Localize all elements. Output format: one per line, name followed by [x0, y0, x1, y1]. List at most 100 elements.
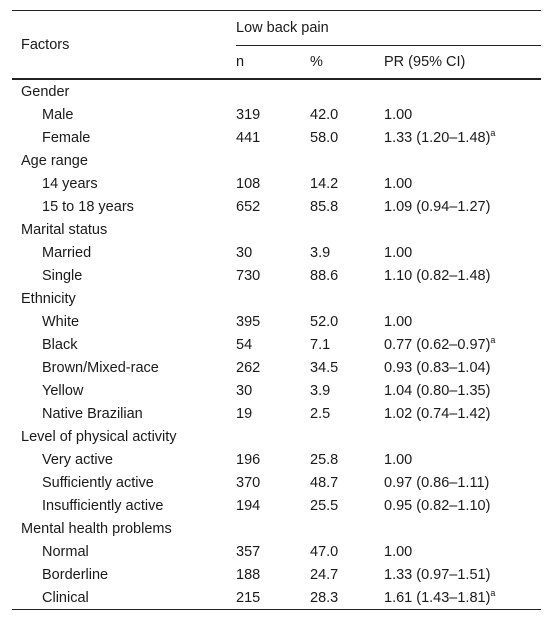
table-row: 15 to 18 years 652 85.8 1.09 (0.94–1.27) [12, 195, 541, 218]
pr-value: 1.02 (0.74–1.42) [384, 405, 491, 422]
pr-value: 1.33 (1.20–1.48) [384, 129, 491, 146]
row-label: 15 to 18 years [42, 198, 134, 215]
pr-value: 1.09 (0.94–1.27) [384, 198, 491, 215]
category-label: Marital status [21, 221, 108, 238]
percent-cell: 58.0 [310, 129, 339, 146]
results-table-container: Factors Low back pain n % PR (95% CI) Ge… [12, 10, 542, 610]
low-back-pain-header: Low back pain [236, 10, 542, 46]
category-row: Mental health problems [12, 517, 541, 540]
pr-cell: 0.77 (0.62–0.97)a [384, 333, 541, 356]
n-cell: 188 [236, 566, 261, 583]
row-label: Insufficiently active [42, 497, 164, 514]
pr-column-header: PR (95% CI) [384, 45, 542, 80]
table-row: Female 441 58.0 1.33 (1.20–1.48)a [12, 126, 541, 149]
pr-value: 1.00 [384, 313, 413, 330]
row-label: Female [42, 129, 91, 146]
pr-cell: 1.00 [384, 241, 541, 264]
pr-cell: 1.33 (1.20–1.48)a [384, 126, 541, 149]
percent-cell: 3.9 [310, 382, 331, 399]
category-row: Gender [12, 79, 541, 103]
pr-cell: 1.04 (0.80–1.35) [384, 379, 541, 402]
percent-cell: 24.7 [310, 566, 339, 583]
percent-column-header: % [310, 45, 384, 80]
category-label: Age range [21, 152, 88, 169]
row-label: Borderline [42, 566, 109, 583]
n-cell: 30 [236, 244, 253, 261]
n-cell: 441 [236, 129, 261, 146]
pr-cell: 1.09 (0.94–1.27) [384, 195, 541, 218]
pr-value: 1.00 [384, 106, 413, 123]
table-row: 14 years 108 14.2 1.00 [12, 172, 541, 195]
pr-cell: 0.95 (0.82–1.10) [384, 494, 541, 517]
n-cell: 54 [236, 336, 253, 353]
n-cell: 196 [236, 451, 261, 468]
pr-cell: 1.00 [384, 103, 541, 126]
pr-value: 1.33 (0.97–1.51) [384, 566, 491, 583]
row-label: Married [42, 244, 92, 261]
pr-cell: 1.00 [384, 448, 541, 471]
category-label: Mental health problems [21, 520, 172, 537]
percent-cell: 47.0 [310, 543, 339, 560]
row-label: Yellow [42, 382, 84, 399]
percent-cell: 88.6 [310, 267, 339, 284]
pr-value: 1.04 (0.80–1.35) [384, 382, 491, 399]
pr-value: 0.95 (0.82–1.10) [384, 497, 491, 514]
table-row: Married 30 3.9 1.00 [12, 241, 541, 264]
table-row: Very active 196 25.8 1.00 [12, 448, 541, 471]
n-cell: 19 [236, 405, 253, 422]
percent-cell: 48.7 [310, 474, 339, 491]
row-label: Black [42, 336, 78, 353]
pr-cell: 1.33 (0.97–1.51) [384, 563, 541, 586]
table-row: Insufficiently active 194 25.5 0.95 (0.82–1… [12, 494, 541, 517]
n-column-header: n [236, 45, 310, 80]
percent-cell: 25.5 [310, 497, 339, 514]
percent-cell: 85.8 [310, 198, 339, 215]
percent-cell: 42.0 [310, 106, 339, 123]
row-label: Single [42, 267, 83, 284]
pr-value: 1.00 [384, 451, 413, 468]
pr-cell: 1.00 [384, 310, 541, 333]
row-label: Native Brazilian [42, 405, 143, 422]
n-cell: 215 [236, 586, 310, 610]
pr-value: 1.00 [384, 175, 413, 192]
pr-value: 0.77 (0.62–0.97) [384, 336, 491, 353]
category-label: Gender [21, 83, 70, 100]
row-label: Sufficiently active [42, 474, 154, 491]
n-cell: 262 [236, 359, 261, 376]
row-label: White [42, 313, 80, 330]
category-row: Age range [12, 149, 541, 172]
pr-value: 1.00 [384, 543, 413, 560]
pr-cell: 1.00 [384, 172, 541, 195]
table-row: Normal 357 47.0 1.00 [12, 540, 541, 563]
table-row: Native Brazilian 19 2.5 1.02 (0.74–1.42) [12, 402, 541, 425]
n-cell: 652 [236, 198, 261, 215]
row-label: Brown/Mixed-race [42, 359, 159, 376]
category-row: Marital status [12, 218, 541, 241]
n-cell: 730 [236, 267, 261, 284]
pr-cell: 1.00 [384, 540, 541, 563]
table-row: Single 730 88.6 1.10 (0.82–1.48) [12, 264, 541, 287]
table-row: Black 54 7.1 0.77 (0.62–0.97)a [12, 333, 541, 356]
pr-cell: 1.61 (1.43–1.81)a [384, 586, 542, 610]
pr-value: 1.61 (1.43–1.81) [384, 589, 491, 606]
percent-cell: 52.0 [310, 313, 339, 330]
table-row: Sufficiently active 370 48.7 0.97 (0.86–1.1… [12, 471, 541, 494]
percent-cell: 2.5 [310, 405, 331, 422]
n-cell: 319 [236, 106, 261, 123]
n-cell: 108 [236, 175, 261, 192]
pr-cell: 1.02 (0.74–1.42) [384, 402, 541, 425]
table-row: Clinical 215 28.3 1.61 (1.43–1.81)a [12, 586, 542, 610]
n-cell: 194 [236, 497, 261, 514]
significance-marker: a [490, 334, 496, 345]
n-cell: 30 [236, 382, 253, 399]
category-label: Ethnicity [21, 290, 76, 307]
factors-header: Factors [12, 10, 236, 80]
table-row: Borderline 188 24.7 1.33 (0.97–1.51) [12, 563, 541, 586]
pr-value: 1.10 (0.82–1.48) [384, 267, 491, 284]
row-label: Very active [42, 451, 113, 468]
percent-cell: 28.3 [310, 586, 384, 610]
row-label: Clinical [12, 586, 236, 610]
pr-cell: 0.93 (0.83–1.04) [384, 356, 541, 379]
pr-value: 1.00 [384, 244, 413, 261]
percent-cell: 25.8 [310, 451, 339, 468]
